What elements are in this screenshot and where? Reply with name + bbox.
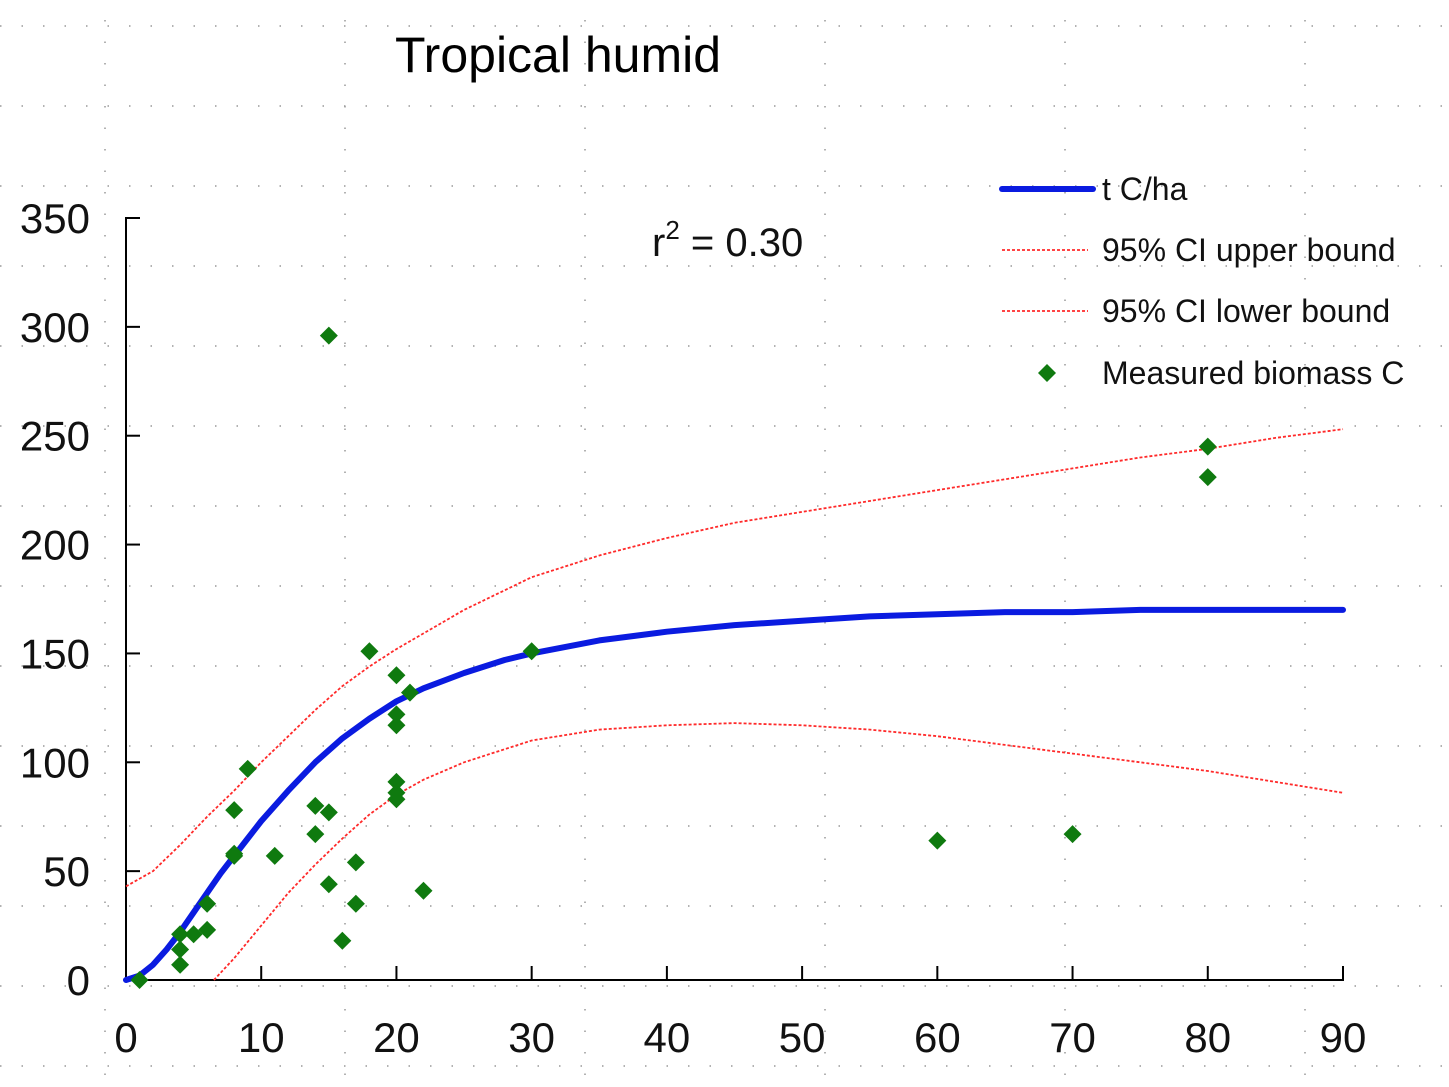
legend-label: t C/ha — [1102, 171, 1188, 207]
data-point — [225, 844, 244, 863]
background-dot-grid — [0, 20, 1449, 1080]
y-tick-label: 200 — [20, 522, 90, 569]
data-point — [387, 772, 406, 791]
data-point — [306, 825, 325, 844]
legend-swatch-points — [1038, 364, 1056, 382]
r-squared-prefix: r — [652, 221, 665, 265]
series-fit-line — [123, 606, 1346, 983]
data-point — [928, 831, 947, 850]
y-tick-label: 300 — [20, 304, 90, 351]
data-point — [333, 931, 352, 950]
chart-title: Tropical humid — [395, 27, 721, 83]
data-point — [387, 705, 406, 724]
data-point — [306, 796, 325, 815]
data-point — [346, 853, 365, 872]
data-point — [387, 666, 406, 685]
data-point — [171, 955, 190, 974]
y-tick-label: 50 — [43, 848, 90, 895]
legend: t C/ha 95% CI upper bound 95% CI lower bou… — [999, 171, 1404, 391]
data-point — [1198, 437, 1217, 456]
data-point — [1063, 825, 1082, 844]
data-point — [346, 894, 365, 913]
series-ci-lower-line — [213, 722, 1344, 981]
r-squared-annotation: r2 = 0.30 — [652, 215, 803, 265]
data-point — [319, 803, 338, 822]
r-squared-superscript: 2 — [665, 215, 679, 245]
series-layer — [123, 428, 1346, 983]
x-tick-label: 30 — [508, 1014, 555, 1061]
x-tick-label: 10 — [238, 1014, 285, 1061]
y-tick-label: 0 — [67, 957, 90, 1004]
legend-label: Measured biomass C — [1102, 355, 1404, 391]
x-tick-label: 0 — [114, 1014, 137, 1061]
data-point — [319, 326, 338, 345]
data-point — [171, 925, 190, 944]
x-tick-label: 70 — [1049, 1014, 1096, 1061]
y-tick-label: 350 — [20, 195, 90, 242]
data-point — [360, 642, 379, 661]
axes: 0 50 100 150 200 250 300 350 0 10 20 30 40 50 60 70 80 90 — [20, 195, 1366, 1061]
legend-label: 95% CI upper bound — [1102, 232, 1396, 268]
x-tick-label: 20 — [373, 1014, 420, 1061]
data-point — [184, 925, 203, 944]
data-point — [198, 920, 217, 939]
data-point — [1198, 468, 1217, 487]
y-tick-label: 150 — [20, 630, 90, 677]
data-point — [225, 801, 244, 820]
r-squared-value: = 0.30 — [680, 221, 803, 265]
x-tick-label: 90 — [1320, 1014, 1367, 1061]
data-point — [130, 971, 149, 989]
data-point — [171, 940, 190, 959]
data-point — [414, 881, 433, 900]
points-layer — [130, 326, 1217, 989]
data-point — [387, 716, 406, 735]
x-tick-label: 80 — [1184, 1014, 1231, 1061]
legend-label: 95% CI lower bound — [1102, 293, 1390, 329]
data-point — [265, 846, 284, 865]
x-tick-label: 40 — [644, 1014, 691, 1061]
data-point — [387, 790, 406, 809]
data-point — [238, 759, 257, 778]
y-tick-label: 250 — [20, 413, 90, 460]
series-ci-upper-line — [125, 428, 1344, 888]
data-point — [198, 894, 217, 913]
data-point — [319, 875, 338, 894]
x-tick-label: 50 — [779, 1014, 826, 1061]
data-point — [400, 683, 419, 702]
x-tick-label: 60 — [914, 1014, 961, 1061]
y-tick-label: 100 — [20, 739, 90, 786]
data-point — [522, 642, 541, 661]
